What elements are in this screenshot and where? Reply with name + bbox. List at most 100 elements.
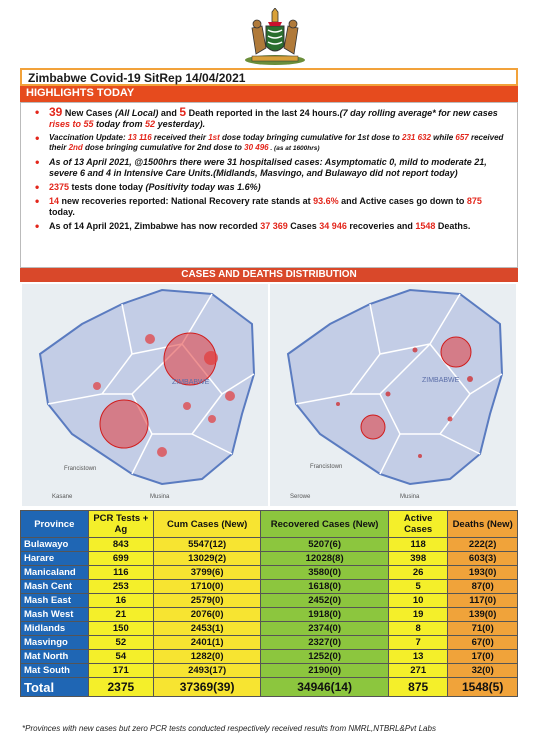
map-city-label: Musina [400,494,420,500]
table-row: Manicaland 116 3799(6) 3580(0) 26 193(0) [20,565,518,580]
distribution-label: CASES AND DEATHS DISTRIBUTION [181,269,357,280]
cases-map: ZIMBABWE Francistown Musina Kasane [22,284,268,506]
coat-of-arms-logo [232,7,318,68]
cell-dea: 67(0) [447,635,518,650]
cell-act: 118 [388,537,449,552]
bullet-text: received their [151,133,209,142]
bullet-tests: 2375 tests done today (Positivity today … [35,182,509,193]
table-row: Mash East 16 2579(0) 2452(0) 10 117(0) [20,593,518,608]
cell-rec: 2374(0) [260,621,390,636]
footnote: *Provinces with new cases but zero PCR t… [22,724,436,733]
total-act: 875 [388,677,449,697]
cell-cum: 13029(2) [153,551,262,566]
bullet-hospitalised: As of 13 April 2021, @1500hrs there were… [35,157,509,179]
bullet-highlight: 52 [145,119,156,129]
cell-pcr: 21 [87,607,155,622]
total-rec: 34946(14) [260,677,390,697]
cell-rec: 1918(0) [260,607,390,622]
bullet-text: Death reported in the last 24 hours. [186,108,340,118]
cell-cum: 5547(12) [153,537,262,552]
cell-province: Mat North [20,649,89,664]
bullet-highlight: 93.6% [313,196,339,206]
bullet-text: while [430,133,456,142]
cell-province: Mat South [20,663,89,678]
col-rec: Recovered Cases (New) [260,510,390,538]
col-province: Province [20,510,89,538]
col-cum: Cum Cases (New) [153,510,262,538]
cell-act: 8 [388,621,449,636]
cell-pcr: 16 [87,593,155,608]
bullet-text: recoveries and [346,221,416,231]
bullet-text: yesterday). [155,119,206,129]
cell-act: 19 [388,607,449,622]
table-row: Masvingo 52 2401(1) 2327(0) 7 67(0) [20,635,518,650]
bullet-highlight: 34 946 [319,221,347,231]
map-country-label: ZIMBABWE [172,379,210,386]
cell-dea: 32(0) [447,663,518,678]
bullet-highlight: 657 [455,133,469,142]
cell-rec: 2190(0) [260,663,390,678]
bullet-text: and [158,108,180,118]
highlights-header: HIGHLIGHTS TODAY [20,86,518,102]
bullet-cumulative: As of 14 April 2021, Zimbabwe has now re… [35,221,509,232]
cell-cum: 2579(0) [153,593,262,608]
table-row: Mat South 171 2493(17) 2190(0) 271 32(0) [20,663,518,678]
bullet-highlight: 875 [466,196,482,206]
cell-pcr: 843 [87,537,155,552]
cell-dea: 603(3) [447,551,518,566]
cell-cum: 2401(1) [153,635,262,650]
bullet-text: dose bringing cumulative for 2nd dose to [82,143,245,152]
cell-act: 10 [388,593,449,608]
bullet-highlight: rises to 55 [49,119,94,129]
cell-act: 7 [388,635,449,650]
cell-pcr: 54 [87,649,155,664]
total-dea: 1548(5) [447,677,518,697]
cell-cum: 2076(0) [153,607,262,622]
cell-act: 13 [388,649,449,664]
bullet-highlight: 231 632 [402,133,431,142]
table-total-row: Total 2375 37369(39) 34946(14) 875 1548(5) [20,677,518,697]
cell-dea: 87(0) [447,579,518,594]
deaths-count: 5 [179,105,187,119]
deaths-map: ZIMBABWE Francistown Musina Serowe [270,284,516,506]
distribution-header: CASES AND DEATHS DISTRIBUTION [20,268,518,282]
cell-province: Mash West [20,607,89,622]
cell-dea: 222(2) [447,537,518,552]
table-row: Mash West 21 2076(0) 1918(0) 19 139(0) [20,607,518,622]
bullet-text: received their [49,133,504,152]
map-city-label: Francistown [64,466,96,472]
cell-dea: 193(0) [447,565,518,580]
col-dea: Deaths (New) [447,510,518,538]
cell-rec: 2327(0) [260,635,390,650]
map-country-label: ZIMBABWE [422,377,460,384]
cell-pcr: 150 [87,621,155,636]
cell-dea: 139(0) [447,607,518,622]
cell-pcr: 699 [87,551,155,566]
cell-cum: 2453(1) [153,621,262,636]
bullet-text: . (as at 1600hrs) [268,145,320,152]
table-row: Mat North 54 1282(0) 1252(0) 13 17(0) [20,649,518,664]
bullet-new-cases: 39 New Cases (All Local) and 5 Death rep… [35,105,509,130]
bullet-text: New Cases [62,108,115,118]
cell-dea: 17(0) [447,649,518,664]
table-header-row: Province PCR Tests + Ag Cum Cases (New) … [20,510,518,538]
province-table: Province PCR Tests + Ag Cum Cases (New) … [20,510,518,697]
cell-cum: 2493(17) [153,663,262,678]
table-row: Midlands 150 2453(1) 2374(0) 8 71(0) [20,621,518,636]
highlights-panel: 39 New Cases (All Local) and 5 Death rep… [20,102,518,268]
cell-rec: 1618(0) [260,579,390,594]
bullet-recoveries: 14 new recoveries reported: National Rec… [35,196,509,218]
bullet-highlight: 13 116 [127,133,152,142]
cell-act: 5 [388,579,449,594]
cell-cum: 1282(0) [153,649,262,664]
bullet-highlight: 2nd [68,143,83,152]
bullet-text: As of 14 April 2021, Zimbabwe has now re… [49,221,261,231]
cell-pcr: 116 [87,565,155,580]
total-pcr: 2375 [87,677,155,697]
cell-province: Mash East [20,593,89,608]
bullet-vaccination: Vaccination Update: 13 116 received thei… [35,133,509,154]
cell-rec: 3580(0) [260,565,390,580]
bullet-text: (All Local) [114,108,159,118]
title-bar: Zimbabwe Covid-19 SitRep 14/04/2021 [20,68,518,86]
cell-cum: 1710(0) [153,579,262,594]
